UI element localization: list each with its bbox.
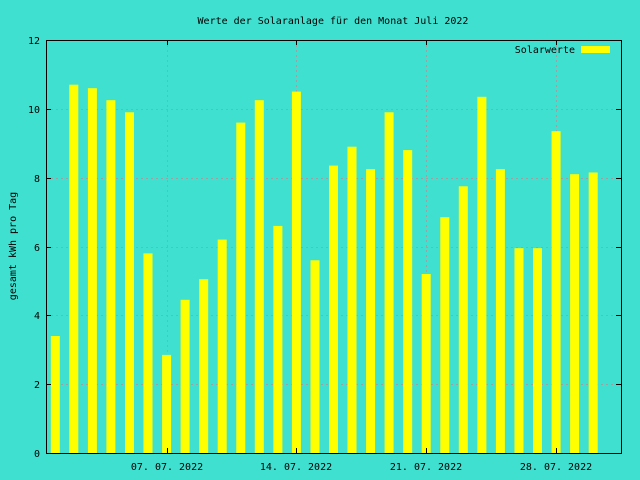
axes: 0 2 4 6 8 10 12 07. 07. 2022 14. 07. 2022 21. 07.…	[28, 36, 621, 473]
bar-day-24	[477, 96, 487, 454]
bar-day-18	[366, 169, 376, 453]
y-tick-label: 4	[34, 311, 40, 322]
chart-title: Werte der Solaranlage für den Monat Juli…	[198, 16, 469, 27]
bar-day-27	[533, 248, 542, 453]
bar-day-22	[440, 217, 450, 453]
bar-day-3	[87, 88, 97, 453]
bar-day-17	[347, 146, 357, 453]
y-tick-label: 10	[28, 105, 40, 116]
x-tick-label: 07. 07. 2022	[131, 462, 203, 473]
legend-swatch-solarwerte	[581, 46, 610, 53]
y-tick-label: 12	[28, 36, 40, 47]
bar-day-4	[106, 100, 116, 453]
bar-day-26	[514, 248, 524, 453]
bar-day-11	[236, 122, 246, 453]
bar-day-21	[421, 274, 431, 453]
bar-day-16	[329, 165, 338, 453]
y-tick-label: 6	[34, 243, 40, 254]
bar-day-28	[551, 131, 561, 453]
bar-day-19	[384, 112, 394, 454]
bars	[50, 84, 598, 454]
bar-day-13	[273, 225, 283, 453]
legend-label-solarwerte: Solarwerte	[515, 45, 575, 56]
bar-day-15	[310, 260, 320, 453]
bar-day-7	[162, 354, 172, 453]
bar-day-25	[495, 169, 505, 453]
y-axis-label: gesamt kWh pro Tag	[8, 192, 19, 300]
bar-day-29	[570, 174, 580, 453]
bar-day-20	[403, 150, 413, 453]
bar-day-8	[180, 299, 190, 453]
bar-day-9	[199, 279, 209, 453]
bar-day-14	[291, 91, 301, 453]
y-tick-label: 2	[34, 380, 40, 391]
bar-day-30	[588, 172, 598, 453]
bar-day-5	[125, 112, 134, 454]
x-tick-label: 14. 07. 2022	[260, 462, 332, 473]
x-tick-label: 28. 07. 2022	[520, 462, 592, 473]
y-tick-label: 0	[34, 449, 40, 460]
legend: Solarwerte	[515, 45, 610, 56]
bar-day-6	[143, 253, 153, 453]
bar-day-10	[217, 239, 227, 453]
bar-day-23	[458, 186, 468, 454]
y-tick-label: 8	[34, 174, 40, 185]
bar-day-2	[69, 84, 79, 453]
x-tick-label: 21. 07. 2022	[390, 462, 462, 473]
bar-day-12	[254, 100, 264, 453]
bar-day-1	[50, 336, 60, 453]
